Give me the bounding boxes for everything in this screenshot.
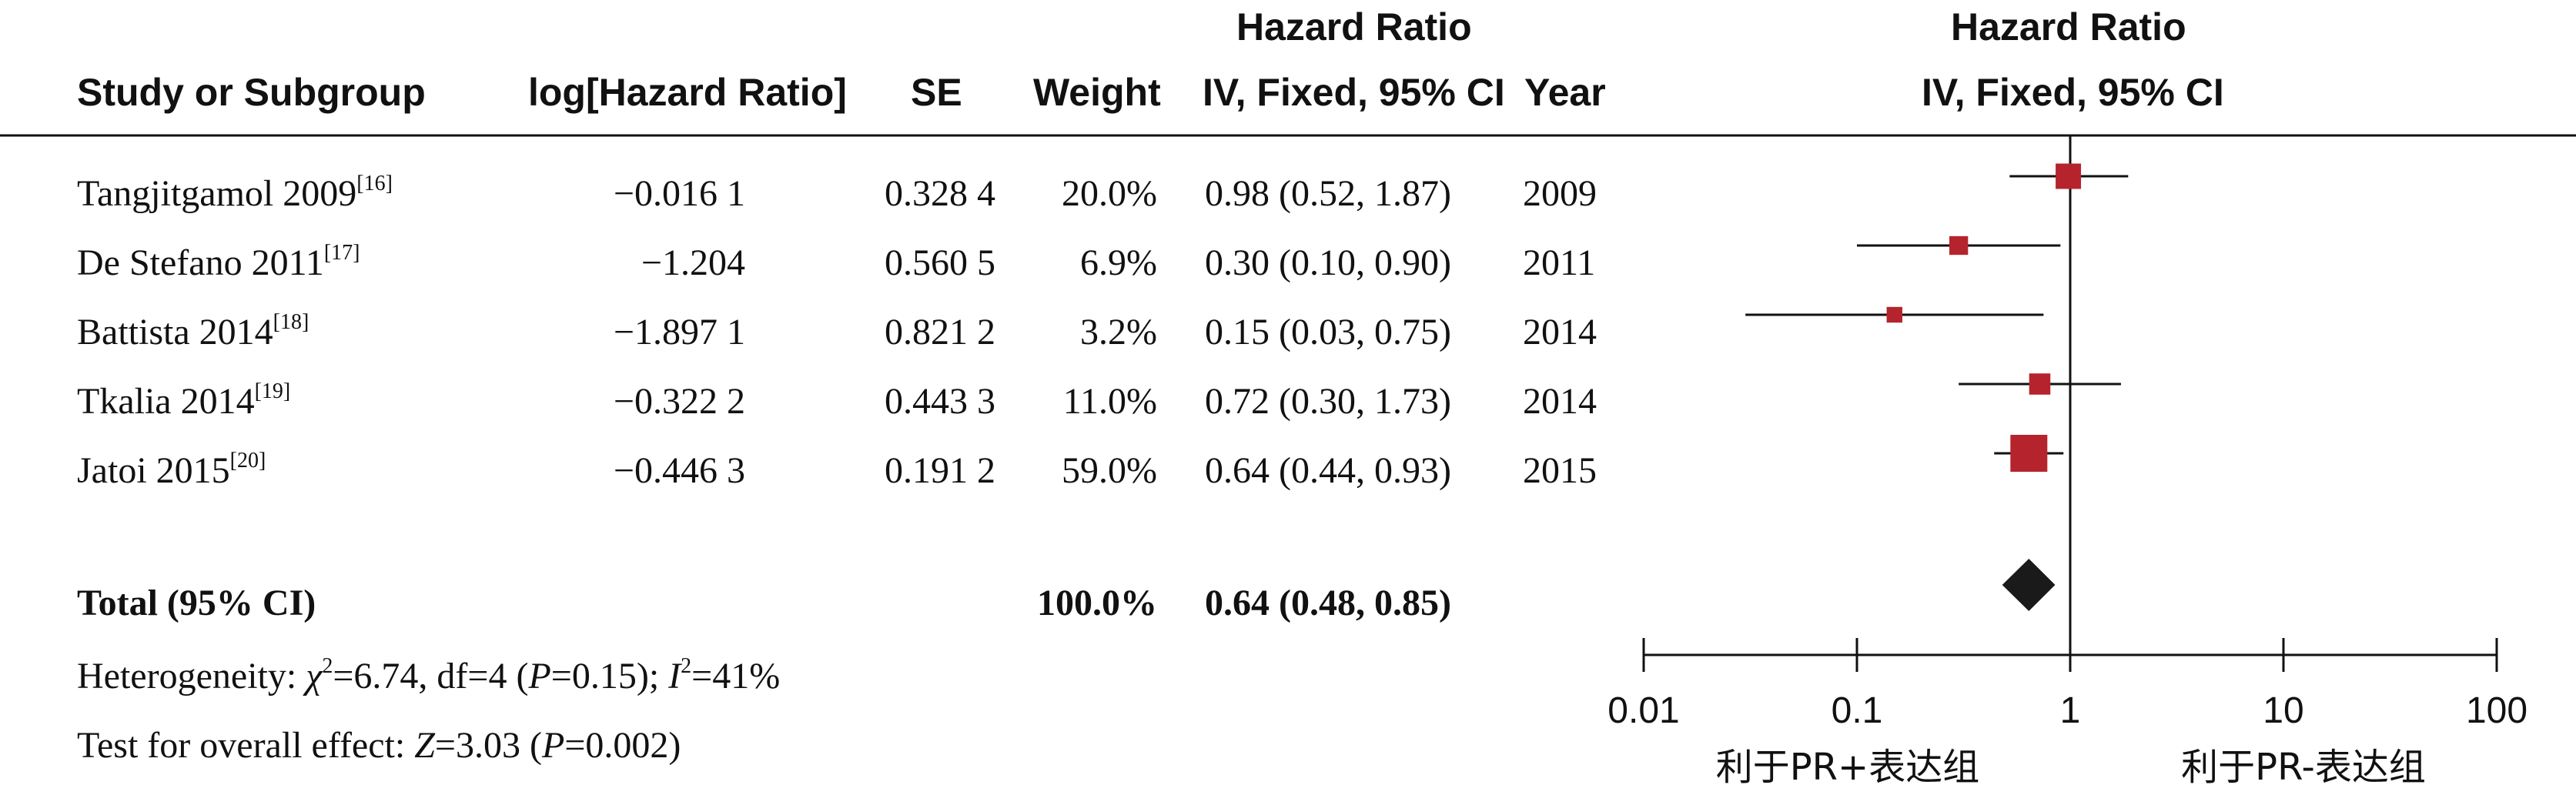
heterogeneity-stats: Heterogeneity: χ2=6.74, df=4 (P=0.15); I… xyxy=(77,654,781,696)
study-marker xyxy=(1886,306,1902,323)
plot-method-header: IV, Fixed, 95% CI xyxy=(1922,71,2224,114)
x-tick-label: 0.1 xyxy=(1832,690,1883,731)
weight-column-header: Weight xyxy=(1033,71,1161,114)
study-se: 0.191 2 xyxy=(885,450,995,491)
study-weight: 59.0% xyxy=(1062,450,1157,491)
study-hr-ci: 0.98 (0.52, 1.87) xyxy=(1205,173,1451,214)
x-tick-label: 100 xyxy=(2466,690,2527,731)
hr-method-header: IV, Fixed, 95% CI xyxy=(1203,71,1505,114)
overall-effect-test: Test for overall effect: Z=3.03 (P=0.002… xyxy=(77,725,681,766)
study-log-hr: −0.446 3 xyxy=(613,450,745,491)
log-hr-column-header: log[Hazard Ratio] xyxy=(528,71,847,114)
study-reference: [17] xyxy=(323,241,360,265)
study-weight: 11.0% xyxy=(1062,381,1157,422)
study-weight: 6.9% xyxy=(1080,242,1157,283)
favours-left-label: 利于PR+表达组 xyxy=(1716,746,1980,789)
x-tick-label: 10 xyxy=(2263,690,2303,731)
study-hr-ci: 0.64 (0.44, 0.93) xyxy=(1205,450,1451,491)
study-year: 2014 xyxy=(1523,312,1597,352)
hr-column-title: Hazard Ratio xyxy=(1236,5,1472,48)
study-marker xyxy=(2056,163,2082,189)
plot-title: Hazard Ratio xyxy=(1951,5,2186,48)
study-se: 0.443 3 xyxy=(885,381,995,422)
study-hr-ci: 0.30 (0.10, 0.90) xyxy=(1205,242,1451,283)
study-year: 2011 xyxy=(1523,242,1596,283)
study-name: Jatoi 2015[20] xyxy=(77,449,266,491)
se-column-header: SE xyxy=(911,71,962,114)
study-year: 2009 xyxy=(1523,173,1597,214)
study-name: Tkalia 2014[19] xyxy=(77,379,291,422)
study-log-hr: −1.204 xyxy=(641,242,745,283)
year-column-header: Year xyxy=(1524,71,1606,114)
study-reference: [18] xyxy=(273,310,309,334)
pooled-diamond xyxy=(2002,559,2056,611)
study-log-hr: −1.897 1 xyxy=(613,312,745,352)
study-year: 2014 xyxy=(1523,381,1597,422)
study-reference: [19] xyxy=(254,379,291,403)
study-weight: 20.0% xyxy=(1062,173,1157,214)
study-reference: [20] xyxy=(229,449,266,473)
study-year: 2015 xyxy=(1523,450,1597,491)
total-weight: 100.0% xyxy=(1037,583,1157,623)
study-marker xyxy=(1949,235,1969,256)
study-se: 0.560 5 xyxy=(885,242,995,283)
study-se: 0.821 2 xyxy=(885,312,995,352)
study-reference: [16] xyxy=(356,172,393,195)
study-se: 0.328 4 xyxy=(885,173,995,214)
study-name: Tangjitgamol 2009[16] xyxy=(77,172,393,214)
study-column-header: Study or Subgroup xyxy=(77,71,426,114)
study-name: De Stefano 2011[17] xyxy=(77,241,360,283)
total-hr-ci: 0.64 (0.48, 0.85) xyxy=(1205,583,1451,623)
total-label: Total (95% CI) xyxy=(77,583,316,623)
study-marker xyxy=(2010,435,2048,472)
study-weight: 3.2% xyxy=(1080,312,1157,352)
study-log-hr: −0.016 1 xyxy=(613,173,745,214)
study-marker xyxy=(2029,373,2051,395)
study-hr-ci: 0.15 (0.03, 0.75) xyxy=(1205,312,1451,352)
x-tick-label: 0.01 xyxy=(1607,690,1679,731)
study-hr-ci: 0.72 (0.30, 1.73) xyxy=(1205,381,1451,422)
favours-right-label: 利于PR-表达组 xyxy=(2181,746,2426,789)
study-log-hr: −0.322 2 xyxy=(613,381,745,422)
x-tick-label: 1 xyxy=(2060,690,2081,731)
study-name: Battista 2014[18] xyxy=(77,310,309,352)
